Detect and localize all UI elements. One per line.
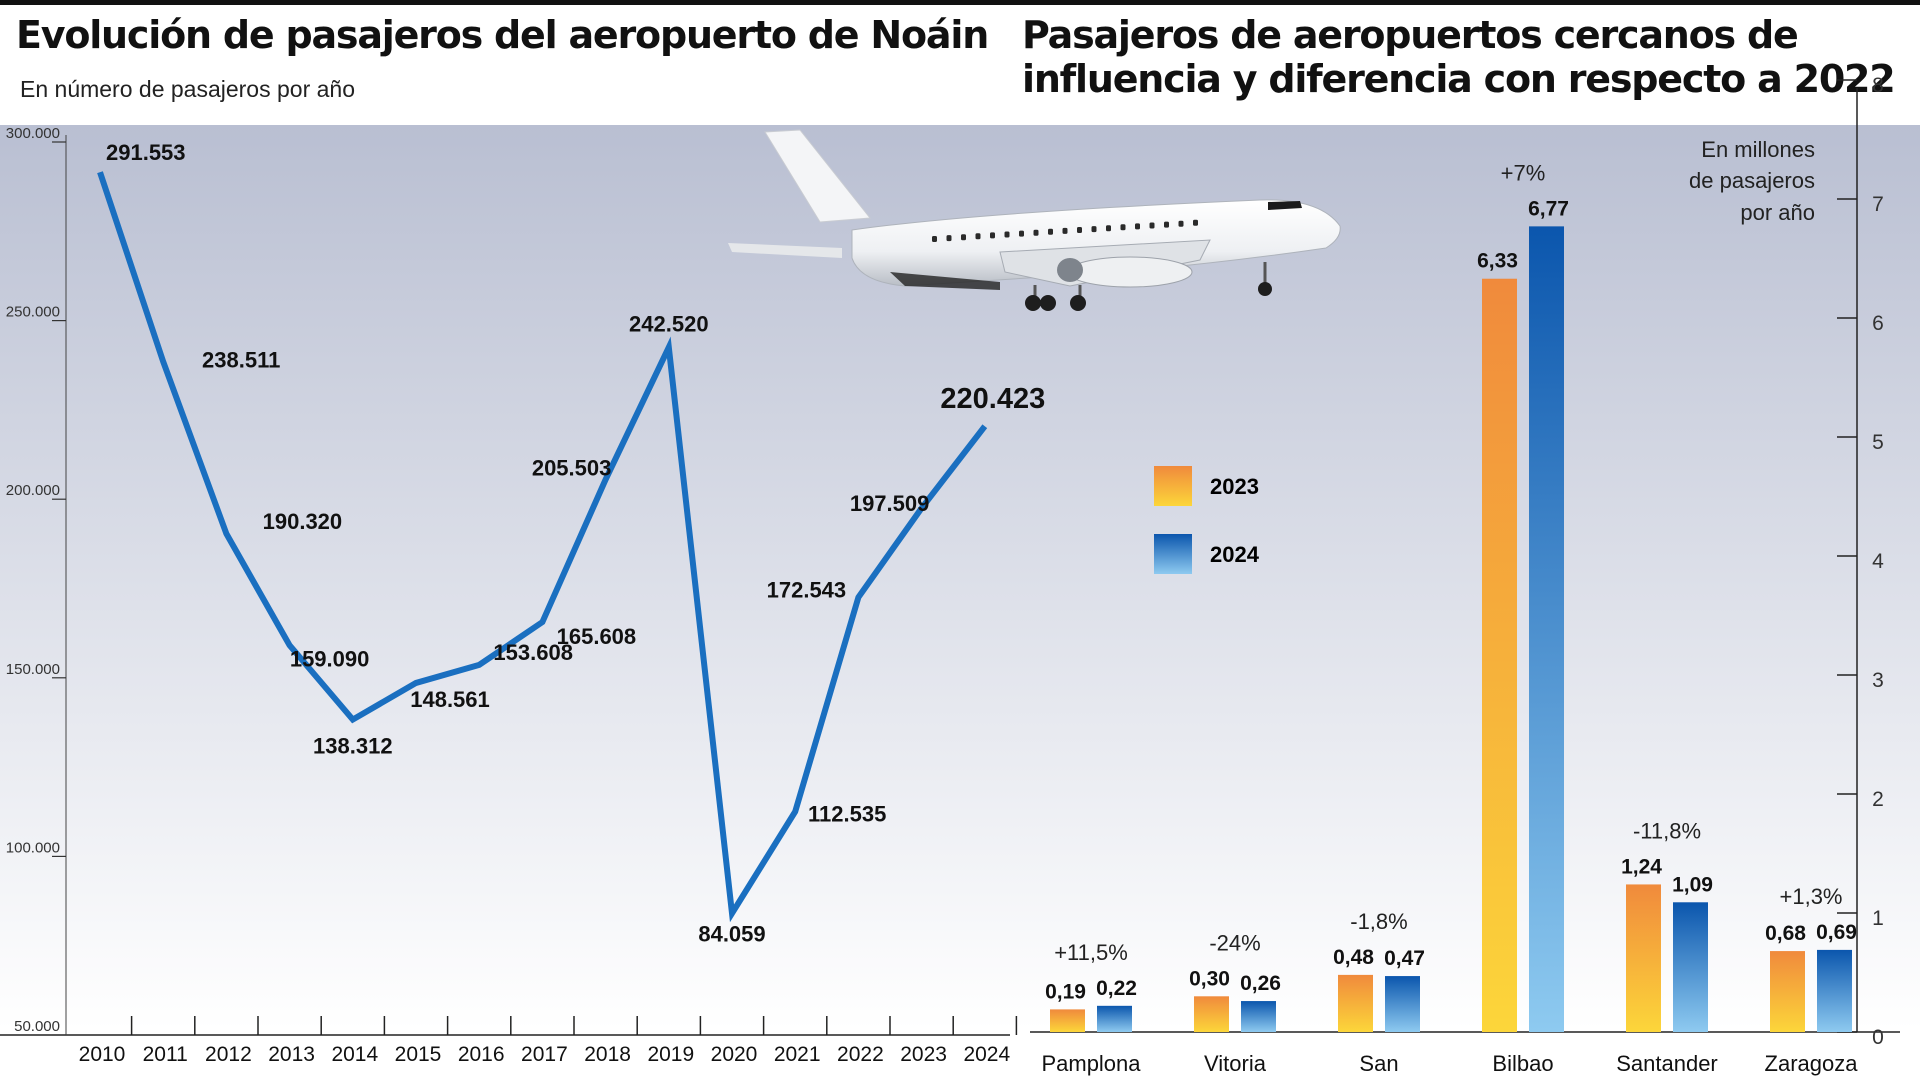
- right-y-tick-label: 7: [1872, 193, 1884, 216]
- bar-2024-label: 0,22: [1096, 977, 1137, 1000]
- line-data-label: 159.090: [290, 646, 370, 671]
- right-y-tick-label: 0: [1872, 1026, 1884, 1049]
- unit-note-line-2: de pasajeros: [1689, 168, 1815, 193]
- line-data-label: 205.503: [532, 456, 612, 481]
- right-y-tick-label: 8: [1872, 74, 1884, 97]
- right-y-tick-label: 1: [1872, 907, 1884, 930]
- passenger-line: [97, 171, 988, 923]
- bar-2023-label: 0,68: [1765, 922, 1806, 945]
- category-label: Pamplona: [1041, 1051, 1141, 1076]
- left-x-tick-label: 2017: [521, 1043, 568, 1066]
- line-data-label: 138.312: [313, 734, 393, 759]
- category-label: Zaragoza: [1765, 1051, 1859, 1076]
- airplane-icon: [728, 129, 1341, 311]
- bar-2024: [1241, 1001, 1276, 1032]
- bar-2024-label: 1,09: [1672, 873, 1713, 896]
- left-y-tick-label: 50.000: [14, 1018, 60, 1035]
- unit-note: En millones de pasajeros por año: [1689, 137, 1815, 225]
- left-x-tick-label: 2013: [268, 1043, 315, 1066]
- bar-2024-label: 0,47: [1384, 947, 1425, 970]
- bar-2023: [1482, 278, 1517, 1033]
- left-x-tick-label: 2012: [205, 1043, 252, 1066]
- change-label: +1,3%: [1780, 884, 1843, 909]
- change-label: -11,8%: [1633, 818, 1701, 843]
- line-data-label: 190.320: [263, 509, 343, 534]
- bar-2024: [1817, 949, 1852, 1032]
- left-y-tick-label: 150.000: [6, 661, 60, 678]
- change-label: -24%: [1209, 930, 1260, 955]
- unit-note-line-3: por año: [1740, 200, 1815, 225]
- bar-2024-label: 6,77: [1528, 197, 1569, 220]
- left-x-tick-label: 2016: [458, 1043, 505, 1066]
- left-chart-title: Evolución de pasajeros del aeropuerto de…: [16, 13, 989, 57]
- line-data-label: 153.608: [493, 640, 573, 665]
- unit-note-line-1: En millones: [1701, 137, 1815, 162]
- legend: 2023 2024: [1154, 466, 1260, 574]
- left-chart-subtitle: En número de pasajeros por año: [20, 76, 355, 102]
- top-rule: [0, 0, 1920, 5]
- bar-2023: [1770, 951, 1805, 1032]
- line-data-label: 112.535: [808, 802, 886, 827]
- line-data-label: 197.509: [850, 491, 930, 516]
- line-data-label: 220.423: [940, 383, 1045, 415]
- bar-2024-label: 0,69: [1816, 921, 1857, 944]
- line-data-label: 148.561: [410, 687, 490, 712]
- bar-2024: [1673, 902, 1708, 1032]
- bar-2023-label: 0,30: [1189, 967, 1230, 990]
- left-x-tick-label: 2024: [963, 1043, 1010, 1066]
- bar-2024: [1529, 226, 1564, 1032]
- left-y-tick-label: 100.000: [6, 839, 60, 856]
- bar-2024-label: 0,26: [1240, 972, 1281, 995]
- left-x-tick-label: 2021: [774, 1043, 821, 1066]
- line-data-label: 84.059: [698, 921, 765, 946]
- legend-swatch-2024: [1154, 534, 1192, 574]
- category-label: Santander: [1616, 1051, 1718, 1076]
- left-x-tick-label: 2022: [837, 1043, 884, 1066]
- category-label: San: [1359, 1051, 1398, 1076]
- bar-2023-label: 0,48: [1333, 946, 1374, 969]
- left-x-tick-label: 2023: [900, 1043, 947, 1066]
- bar-2024: [1097, 1005, 1132, 1032]
- left-y-tick-label: 200.000: [6, 482, 60, 499]
- line-data-label: 165.608: [557, 624, 637, 649]
- change-label: +7%: [1501, 160, 1546, 185]
- legend-label-2023: 2023: [1210, 474, 1259, 499]
- change-label: -1,8%: [1350, 909, 1407, 934]
- category-label: Vitoria: [1204, 1051, 1267, 1076]
- change-label: +11,5%: [1054, 940, 1128, 965]
- left-x-tick-label: 2019: [647, 1043, 694, 1066]
- left-y-tick-label: 250.000: [6, 304, 60, 321]
- left-x-tick-label: 2010: [79, 1043, 126, 1066]
- left-x-tick-label: 2015: [395, 1043, 442, 1066]
- left-x-tick-label: 2020: [711, 1043, 758, 1066]
- legend-swatch-2023: [1154, 466, 1192, 506]
- bar-2023-label: 6,33: [1477, 250, 1518, 273]
- right-y-tick-label: 5: [1872, 431, 1884, 454]
- right-y-tick-label: 6: [1872, 312, 1884, 335]
- line-data-label: 291.553: [106, 140, 186, 165]
- bar-2023-label: 0,19: [1045, 980, 1086, 1003]
- bar-2024: [1385, 976, 1420, 1032]
- left-y-tick-label: 300.000: [6, 125, 60, 142]
- right-y-tick-label: 3: [1872, 669, 1884, 692]
- line-data-label: 242.520: [629, 311, 709, 336]
- bar-2023: [1338, 974, 1373, 1032]
- bar-2023: [1626, 884, 1661, 1032]
- line-data-label: 172.543: [767, 577, 847, 602]
- left-x-tick-label: 2011: [143, 1043, 188, 1066]
- right-y-tick-label: 2: [1872, 788, 1884, 811]
- right-y-tick-label: 4: [1872, 550, 1884, 573]
- bar-2023-label: 1,24: [1621, 855, 1662, 878]
- bar-2023: [1194, 996, 1229, 1032]
- category-label: Bilbao: [1492, 1051, 1553, 1076]
- bar-2023: [1050, 1009, 1085, 1032]
- legend-label-2024: 2024: [1210, 542, 1260, 567]
- right-chart-title: Pasajeros de aeropuertos cercanos de inf…: [1022, 13, 1896, 101]
- line-data-label: 238.511: [202, 348, 280, 373]
- left-x-tick-label: 2014: [331, 1043, 378, 1066]
- left-x-tick-label: 2018: [584, 1043, 631, 1066]
